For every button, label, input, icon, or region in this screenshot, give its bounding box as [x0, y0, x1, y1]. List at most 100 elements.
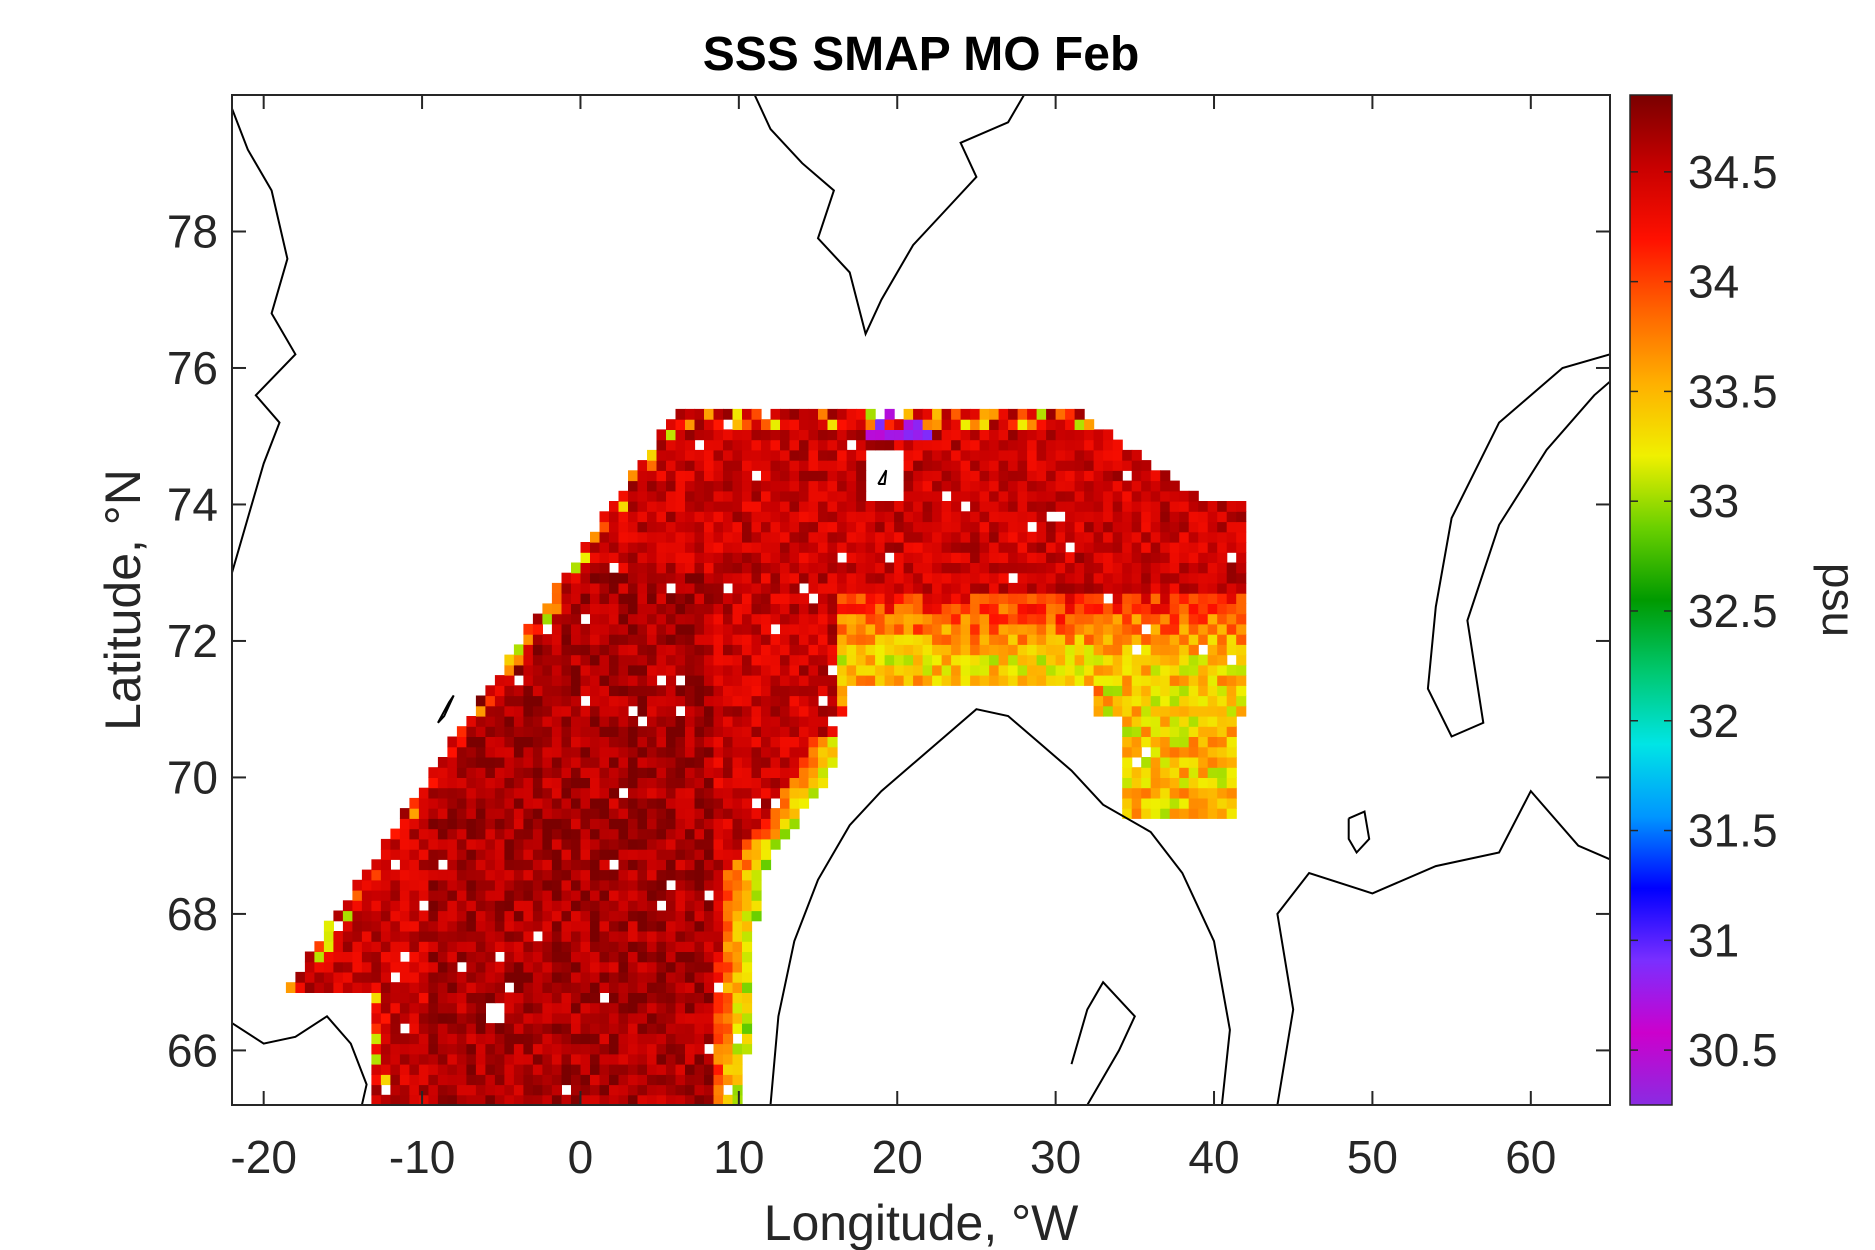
heatmap-cell — [1179, 623, 1190, 635]
heatmap-cell — [637, 490, 648, 502]
heatmap-cell — [1169, 644, 1180, 656]
heatmap-cell — [399, 1074, 410, 1086]
heatmap-cell — [960, 623, 971, 635]
heatmap-cell — [1122, 613, 1133, 625]
heatmap-cell — [1131, 572, 1142, 584]
heatmap-cell — [713, 439, 724, 451]
heatmap-cell — [770, 808, 781, 819]
heatmap-cell — [656, 613, 667, 625]
heatmap-cell — [447, 951, 458, 963]
heatmap-cell — [723, 1043, 734, 1055]
heatmap-cell — [647, 849, 658, 860]
heatmap-cell — [666, 1012, 677, 1024]
heatmap-cell — [1169, 787, 1180, 799]
heatmap-cell — [1027, 593, 1038, 604]
heatmap-cell — [580, 931, 591, 942]
heatmap-cell — [723, 542, 734, 553]
heatmap-cell — [1236, 675, 1247, 686]
heatmap-cell — [818, 531, 829, 543]
heatmap-cell — [685, 1023, 696, 1034]
heatmap-cell — [1188, 808, 1199, 819]
heatmap-cell — [599, 838, 610, 850]
heatmap-cell — [561, 572, 572, 584]
heatmap-cell — [856, 552, 867, 563]
heatmap-cell — [1188, 736, 1199, 748]
heatmap-cell — [590, 869, 601, 881]
heatmap-cell — [903, 531, 914, 543]
heatmap-cell — [437, 1043, 448, 1055]
heatmap-cell — [932, 613, 943, 625]
heatmap-cell — [647, 879, 658, 891]
heatmap-cell — [456, 736, 467, 748]
heatmap-cell — [789, 685, 800, 697]
heatmap-cell — [704, 1064, 715, 1075]
heatmap-cell — [447, 828, 458, 840]
heatmap-cell — [837, 675, 848, 686]
heatmap-cell — [913, 593, 924, 604]
heatmap-cell — [1217, 726, 1228, 737]
heatmap-cell — [485, 767, 496, 778]
heatmap-cell — [675, 746, 686, 758]
heatmap-cell — [647, 593, 658, 604]
heatmap-cell — [371, 1074, 382, 1086]
heatmap-cell — [532, 797, 543, 809]
heatmap-cell — [1188, 490, 1199, 502]
heatmap-cell — [685, 460, 696, 471]
heatmap-cell — [1008, 593, 1019, 604]
heatmap-cell — [694, 818, 705, 830]
heatmap-cell — [532, 818, 543, 830]
heatmap-cell — [542, 726, 553, 737]
heatmap-cell — [1074, 603, 1085, 615]
heatmap-cell — [551, 1012, 562, 1024]
heatmap-cell — [532, 910, 543, 922]
heatmap-cell — [361, 961, 372, 973]
heatmap-cell — [647, 859, 658, 871]
heatmap-cell — [513, 777, 524, 789]
heatmap-cell — [513, 757, 524, 768]
heatmap-cell — [713, 654, 724, 666]
heatmap-cell — [1217, 685, 1228, 697]
heatmap-cell — [685, 582, 696, 594]
heatmap-cell — [742, 818, 753, 830]
heatmap-cell — [1036, 439, 1047, 451]
heatmap-cell — [656, 542, 667, 553]
heatmap-cell — [742, 675, 753, 686]
heatmap-cell — [694, 695, 705, 707]
heatmap-cell — [542, 971, 553, 983]
heatmap-cell — [723, 961, 734, 973]
heatmap-cell — [780, 634, 791, 645]
heatmap-cell — [504, 1064, 515, 1075]
heatmap-cell — [1017, 480, 1028, 492]
heatmap-cell — [609, 685, 620, 697]
heatmap-cell — [932, 429, 943, 441]
heatmap-cell — [723, 767, 734, 778]
heatmap-cell — [466, 1043, 477, 1055]
heatmap-cell — [732, 531, 743, 543]
heatmap-cell — [960, 531, 971, 543]
heatmap-cell — [637, 736, 648, 748]
heatmap-cell — [1141, 460, 1152, 471]
heatmap-cell — [618, 654, 629, 666]
heatmap-cell — [409, 1002, 420, 1014]
heatmap-cell — [1150, 511, 1161, 523]
heatmap-cell — [1103, 439, 1114, 451]
heatmap-cell — [447, 1043, 458, 1055]
heatmap-cell — [713, 613, 724, 625]
heatmap-cell — [352, 879, 363, 891]
heatmap-cell — [561, 961, 572, 973]
heatmap-cell — [979, 470, 990, 482]
heatmap-cell — [1046, 419, 1057, 430]
heatmap-cell — [637, 1094, 648, 1105]
heatmap-cell — [466, 869, 477, 881]
heatmap-cell — [628, 971, 639, 983]
heatmap-cell — [704, 787, 715, 799]
heatmap-cell — [361, 869, 372, 881]
heatmap-cell — [694, 797, 705, 809]
heatmap-cell — [989, 480, 1000, 492]
heatmap-cell — [922, 408, 933, 420]
heatmap-cell — [770, 593, 781, 604]
heatmap-cell — [685, 1012, 696, 1024]
heatmap-cell — [818, 716, 829, 727]
heatmap-cell — [571, 623, 582, 635]
heatmap-cell — [504, 879, 515, 891]
